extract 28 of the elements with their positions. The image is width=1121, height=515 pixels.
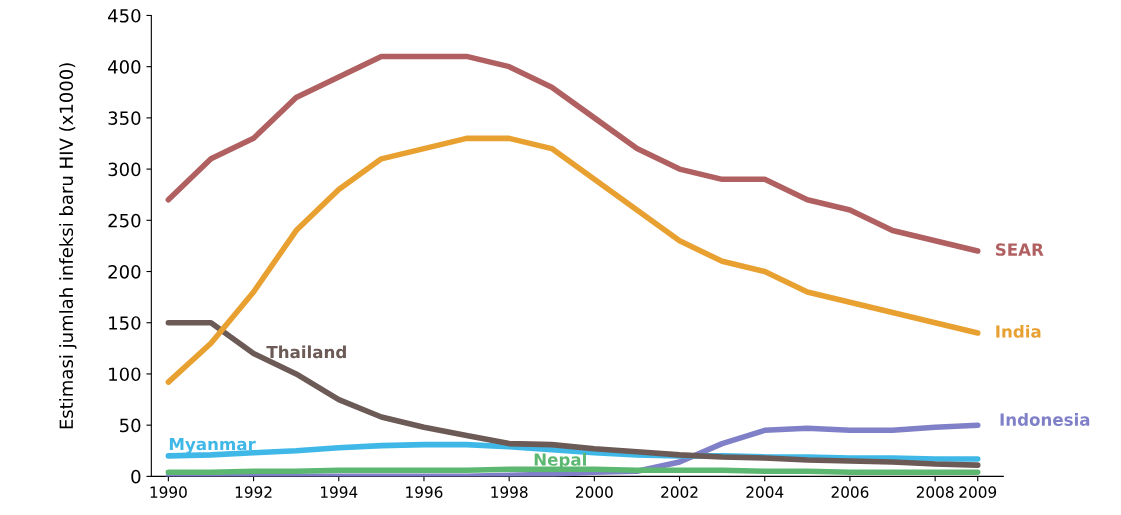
y-tick-label: 200 (108, 264, 141, 279)
x-tick-label: 2000 (576, 486, 613, 498)
series-label: Myanmar (169, 437, 256, 454)
x-tick-label: 2008 (916, 486, 954, 498)
y-tick-label: 100 (109, 367, 141, 382)
series-label: India (996, 324, 1041, 338)
x-tick-label: 1994 (321, 486, 358, 498)
x-tick-label: 2006 (831, 486, 869, 498)
y-tick-label: 350 (108, 111, 141, 125)
x-tick-label: 1998 (491, 486, 528, 498)
x-tick-label: 2004 (746, 486, 784, 498)
series-label: Nepal (534, 452, 586, 470)
y-tick-label: 400 (108, 60, 141, 74)
x-tick-label: 2002 (661, 486, 698, 498)
y-tick-label: 450 (108, 8, 141, 23)
series-label: Indonesia (1000, 413, 1090, 426)
y-tick-label: 250 (108, 213, 141, 228)
y-tick-label: 50 (120, 418, 141, 433)
y-tick-label: 150 (109, 316, 141, 330)
y-tick-label: 0 (131, 469, 141, 484)
y-tick-label: 300 (108, 162, 141, 177)
x-tick-label: 1996 (406, 486, 443, 498)
y-axis-title: Estimasi jumlah infeksi baru HIV (x1000) (59, 63, 77, 429)
series-label: SEAR (995, 243, 1044, 256)
x-tick-label: 1990 (150, 486, 187, 498)
x-tick-label: 2009 (959, 486, 997, 498)
series-label: Thailand (266, 345, 346, 359)
x-tick-label: 1992 (235, 486, 272, 498)
